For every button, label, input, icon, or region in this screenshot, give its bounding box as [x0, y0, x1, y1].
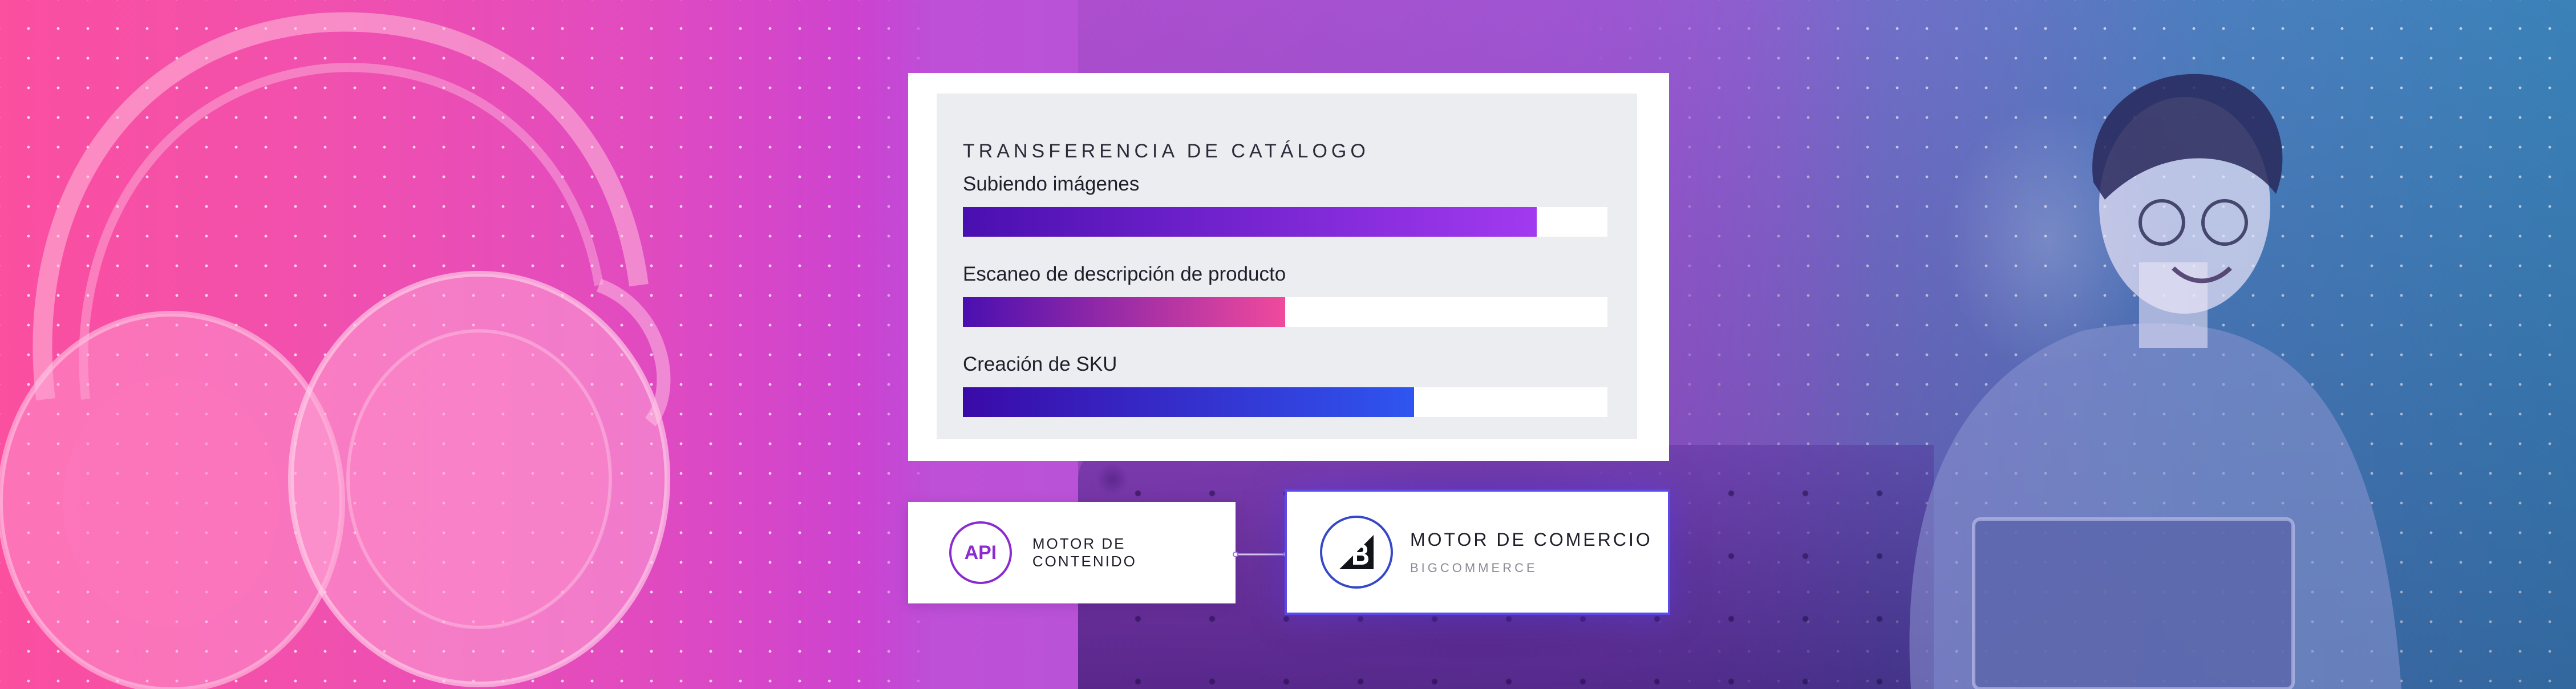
person-photo [1909, 74, 2401, 689]
progress-fill [963, 207, 1537, 237]
commerce-engine-text: MOTOR DE COMERCIO BIGCOMMERCE [1410, 529, 1652, 575]
commerce-engine-title: MOTOR DE COMERCIO [1410, 529, 1652, 550]
content-engine-label: MOTOR DE CONTENIDO [1032, 535, 1137, 570]
commerce-engine-box: MOTOR DE COMERCIO BIGCOMMERCE [1285, 489, 1670, 615]
catalog-transfer-card: TRANSFERENCIA DE CATÁLOGO Subiendo imáge… [908, 73, 1669, 461]
progress-track [963, 207, 1607, 237]
commerce-engine-subtitle: BIGCOMMERCE [1410, 560, 1538, 575]
task-label: Subiendo imágenes [963, 173, 1140, 195]
content-engine-box: API MOTOR DE CONTENIDO [908, 502, 1236, 603]
task-label: Creación de SKU [963, 353, 1117, 375]
task-sku-creation: Creación de SKU [963, 353, 1607, 417]
progress-track [963, 297, 1607, 327]
task-description-scan: Escaneo de descripción de producto [963, 263, 1607, 327]
progress-track [963, 387, 1607, 417]
headphones-image [0, 12, 671, 689]
task-uploading-images: Subiendo imágenes [963, 173, 1607, 237]
progress-fill [963, 387, 1414, 417]
api-badge-label: API [964, 541, 997, 564]
api-icon: API [949, 521, 1012, 584]
catalog-title: TRANSFERENCIA DE CATÁLOGO [963, 140, 1370, 162]
progress-fill [963, 297, 1285, 327]
connector-line [1233, 552, 1289, 557]
bigcommerce-logo-icon [1320, 516, 1393, 589]
bigcommerce-b-icon [1339, 535, 1374, 569]
catalog-transfer-panel: TRANSFERENCIA DE CATÁLOGO Subiendo imáge… [937, 94, 1637, 439]
task-label: Escaneo de descripción de producto [963, 263, 1286, 285]
